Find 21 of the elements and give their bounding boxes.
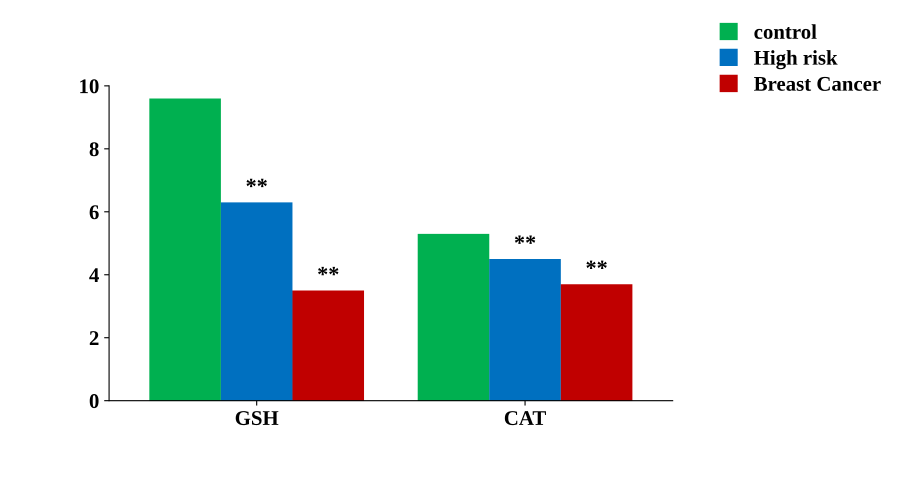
annotation: ** — [514, 235, 536, 244]
y-tick-label: 2 — [90, 331, 98, 345]
annotation: ** — [586, 260, 607, 270]
x-tick-label: GSH — [236, 411, 278, 426]
annotation: ** — [246, 178, 267, 188]
y-tick-label: 8 — [90, 142, 99, 156]
y-tick-label: 0 — [90, 394, 99, 408]
legend-label: High risk — [754, 50, 838, 70]
bar — [220, 202, 292, 401]
legend-label: control — [754, 24, 817, 39]
legend-label: Breast Cancer — [754, 76, 881, 91]
bar — [489, 259, 561, 401]
bar — [292, 290, 364, 401]
x-tick-label: CAT — [504, 411, 546, 426]
bar — [149, 98, 221, 401]
y-tick-label: 10 — [80, 79, 99, 94]
y-tick-label: 4 — [89, 268, 99, 282]
bar — [418, 234, 490, 401]
y-tick-label: 6 — [90, 205, 99, 220]
annotation: ** — [318, 266, 338, 276]
bar — [560, 284, 632, 401]
